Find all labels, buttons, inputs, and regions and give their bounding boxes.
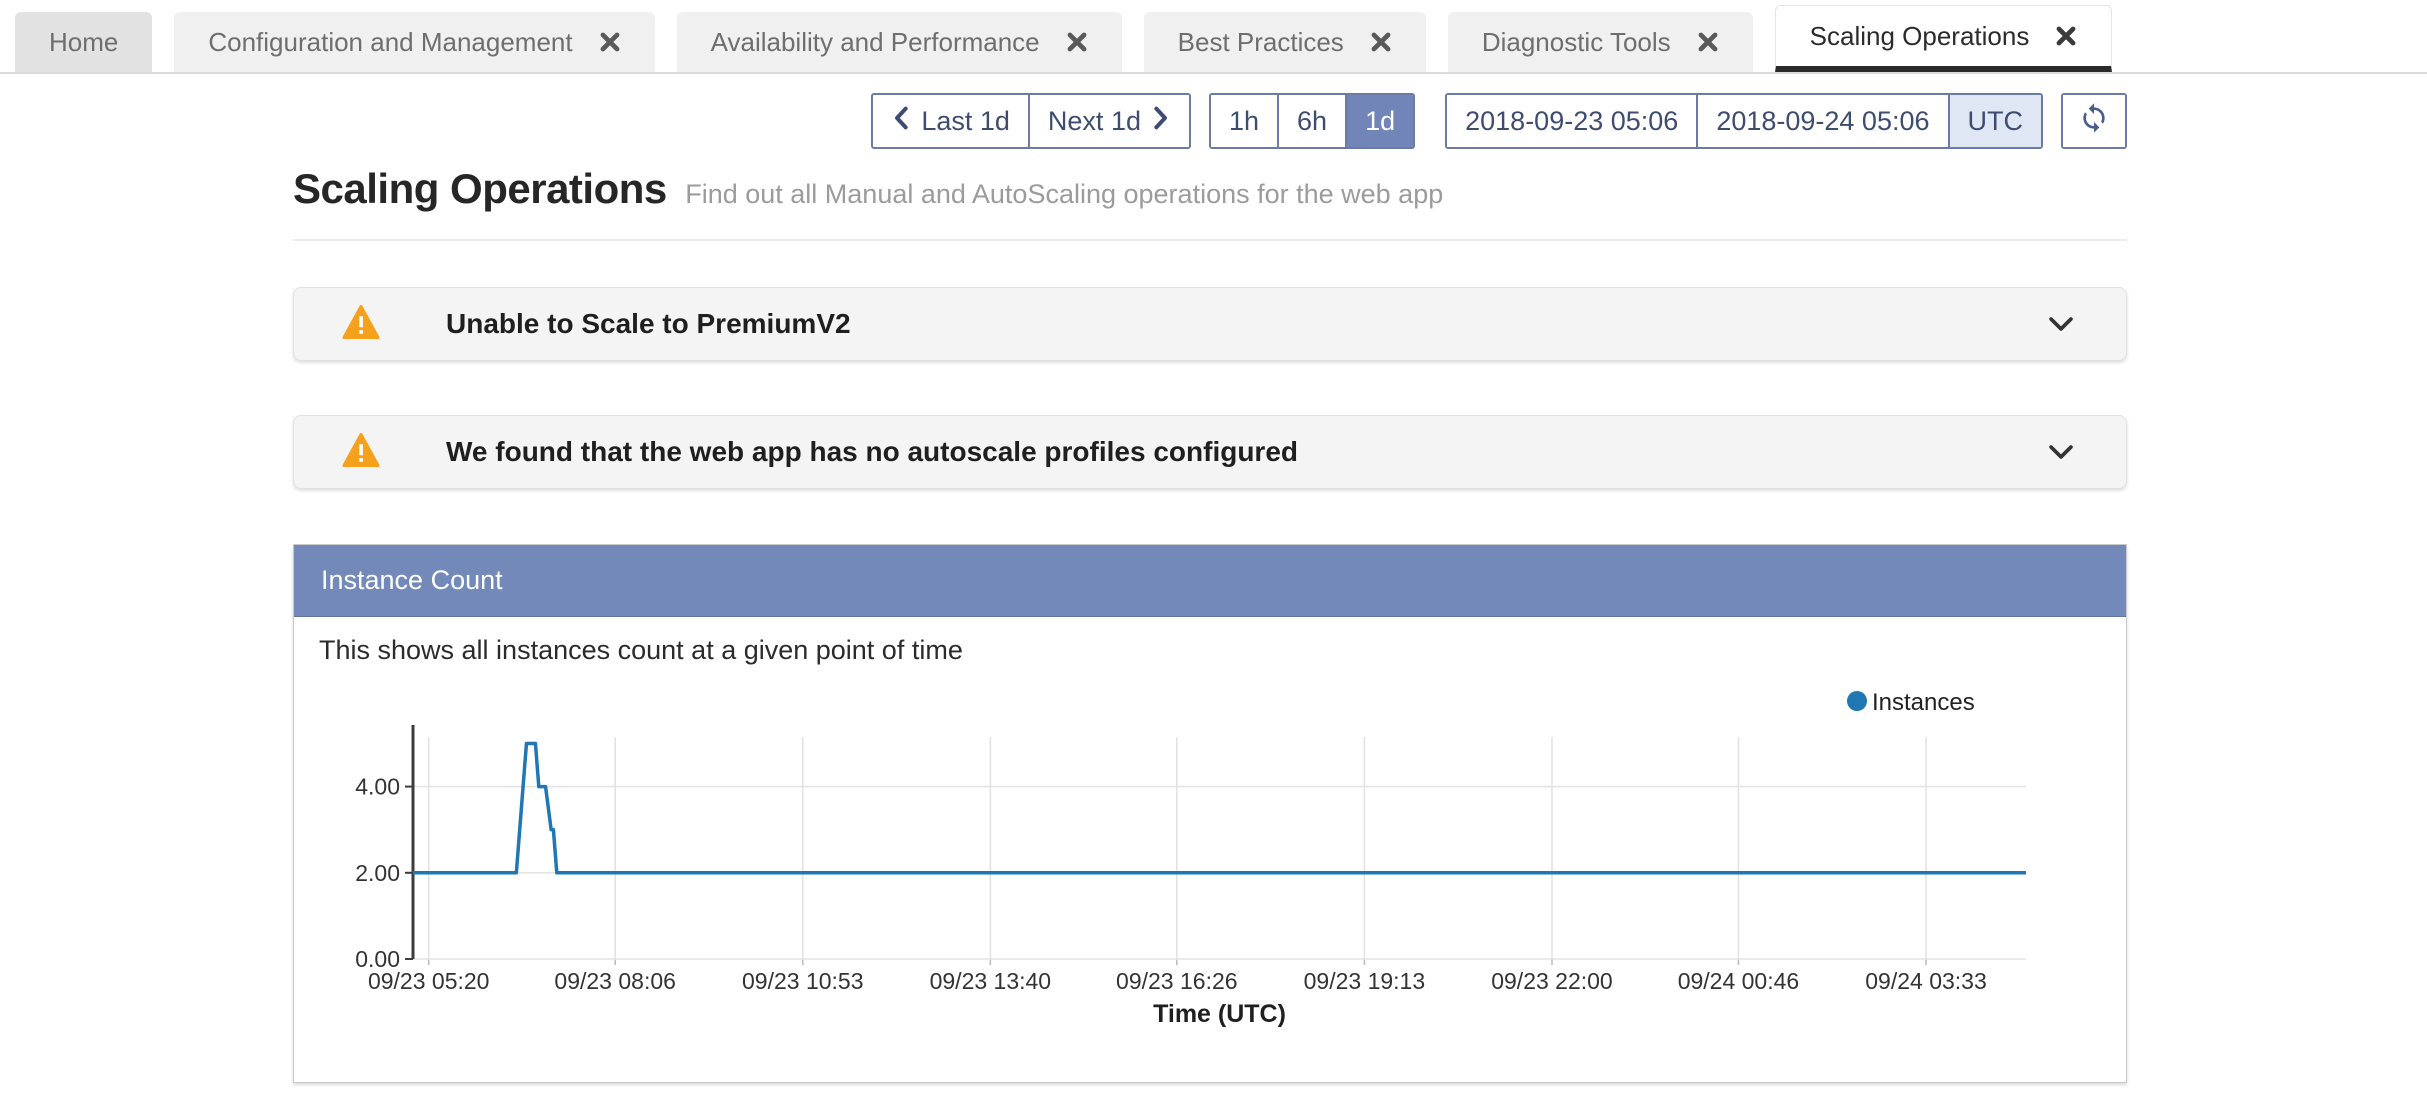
time-toolbar: Last 1d Next 1d 1h 6h 1d 2018-09-23 05:0… — [293, 93, 2127, 149]
svg-text:09/24 03:33: 09/24 03:33 — [1865, 968, 1987, 994]
svg-text:09/23 08:06: 09/23 08:06 — [554, 968, 676, 994]
chevron-down-icon[interactable] — [2044, 435, 2078, 469]
range-1d-button[interactable]: 1d — [1345, 95, 1414, 147]
last-1d-button[interactable]: Last 1d — [873, 95, 1028, 147]
svg-text:09/23 05:20: 09/23 05:20 — [368, 968, 490, 994]
close-icon[interactable] — [599, 31, 621, 53]
panel-body: This shows all instances count at a give… — [294, 617, 2126, 1082]
svg-text:2.00: 2.00 — [355, 860, 400, 886]
close-icon[interactable] — [2055, 25, 2077, 47]
instance-count-chart: 09/23 05:20 09/23 08:06 09/23 10:53 09/23 1… — [355, 689, 2026, 1028]
refresh-group — [2061, 93, 2127, 149]
chart-description: This shows all instances count at a give… — [319, 635, 963, 665]
close-icon[interactable] — [1066, 31, 1088, 53]
svg-text:09/24 00:46: 09/24 00:46 — [1678, 968, 1800, 994]
chevron-right-icon — [1151, 106, 1171, 137]
tab-label: Diagnostic Tools — [1481, 26, 1671, 57]
svg-text:09/23 13:40: 09/23 13:40 — [930, 968, 1052, 994]
header-divider — [293, 239, 2127, 241]
end-time-field[interactable]: 2018-09-24 05:06 — [1696, 95, 1948, 147]
warning-icon — [342, 432, 380, 472]
page-header: Scaling Operations Find out all Manual a… — [293, 165, 2127, 213]
tab-label: Availability and Performance — [710, 26, 1040, 57]
svg-text:09/23 10:53: 09/23 10:53 — [742, 968, 864, 994]
chevron-down-icon[interactable] — [2044, 307, 2078, 341]
tab-home[interactable]: Home — [15, 12, 153, 72]
tab-diagnostic-tools[interactable]: Diagnostic Tools — [1447, 12, 1753, 72]
svg-text:09/23 19:13: 09/23 19:13 — [1304, 968, 1426, 994]
tab-availability-and-performance[interactable]: Availability and Performance — [676, 12, 1122, 72]
insight-title: We found that the web app has no autosca… — [446, 436, 1299, 467]
tab-best-practices[interactable]: Best Practices — [1143, 12, 1426, 72]
svg-text:Time (UTC): Time (UTC) — [1153, 1000, 1286, 1028]
next-1d-button[interactable]: Next 1d — [1027, 95, 1189, 147]
tab-scaling-operations[interactable]: Scaling Operations — [1774, 5, 2113, 72]
tab-configuration-and-management[interactable]: Configuration and Management — [174, 12, 655, 72]
date-range-group: 2018-09-23 05:06 2018-09-24 05:06 UTC — [1445, 93, 2043, 149]
tab-label: Scaling Operations — [1809, 20, 2030, 51]
insight-row-no-autoscale-profiles[interactable]: We found that the web app has no autosca… — [293, 415, 2127, 489]
chart-container: 09/23 05:20 09/23 08:06 09/23 10:53 09/23 1… — [341, 687, 2126, 1037]
chevron-left-icon — [891, 106, 911, 137]
timezone-label: UTC — [1947, 95, 2041, 147]
insight-row-unable-to-scale[interactable]: Unable to Scale to PremiumV2 — [293, 287, 2127, 361]
page-title: Scaling Operations — [293, 165, 667, 212]
tab-label: Best Practices — [1177, 26, 1344, 57]
tab-label: Configuration and Management — [208, 26, 573, 57]
svg-text:09/23 22:00: 09/23 22:00 — [1491, 968, 1613, 994]
next-1d-label: Next 1d — [1047, 105, 1141, 136]
svg-text:4.00: 4.00 — [355, 774, 400, 800]
refresh-icon — [2078, 102, 2110, 141]
range-1h-button[interactable]: 1h — [1210, 95, 1278, 147]
svg-text:09/23 16:26: 09/23 16:26 — [1116, 968, 1238, 994]
close-icon[interactable] — [1697, 31, 1719, 53]
svg-text:Instances: Instances — [1872, 689, 1975, 716]
panel-header: Instance Count — [294, 545, 2126, 617]
time-shift-group: Last 1d Next 1d — [871, 93, 1191, 149]
warning-icon — [342, 304, 380, 344]
refresh-button[interactable] — [2063, 95, 2125, 147]
last-1d-label: Last 1d — [921, 105, 1010, 136]
range-6h-button[interactable]: 6h — [1277, 95, 1346, 147]
panel-title: Instance Count — [321, 565, 503, 595]
page-subtitle: Find out all Manual and AutoScaling oper… — [685, 179, 1444, 209]
range-selector-group: 1h 6h 1d — [1208, 93, 1416, 149]
tab-label: Home — [49, 26, 119, 57]
start-time-field[interactable]: 2018-09-23 05:06 — [1447, 95, 1697, 147]
main-content: Last 1d Next 1d 1h 6h 1d 2018-09-23 05:0… — [293, 93, 2127, 1083]
instance-count-panel: Instance Count This shows all instances … — [293, 544, 2127, 1083]
tab-bar: Home Configuration and Management Availa… — [0, 0, 2427, 74]
svg-text:0.00: 0.00 — [355, 946, 400, 972]
insight-title: Unable to Scale to PremiumV2 — [446, 308, 851, 339]
close-icon[interactable] — [1370, 31, 1392, 53]
